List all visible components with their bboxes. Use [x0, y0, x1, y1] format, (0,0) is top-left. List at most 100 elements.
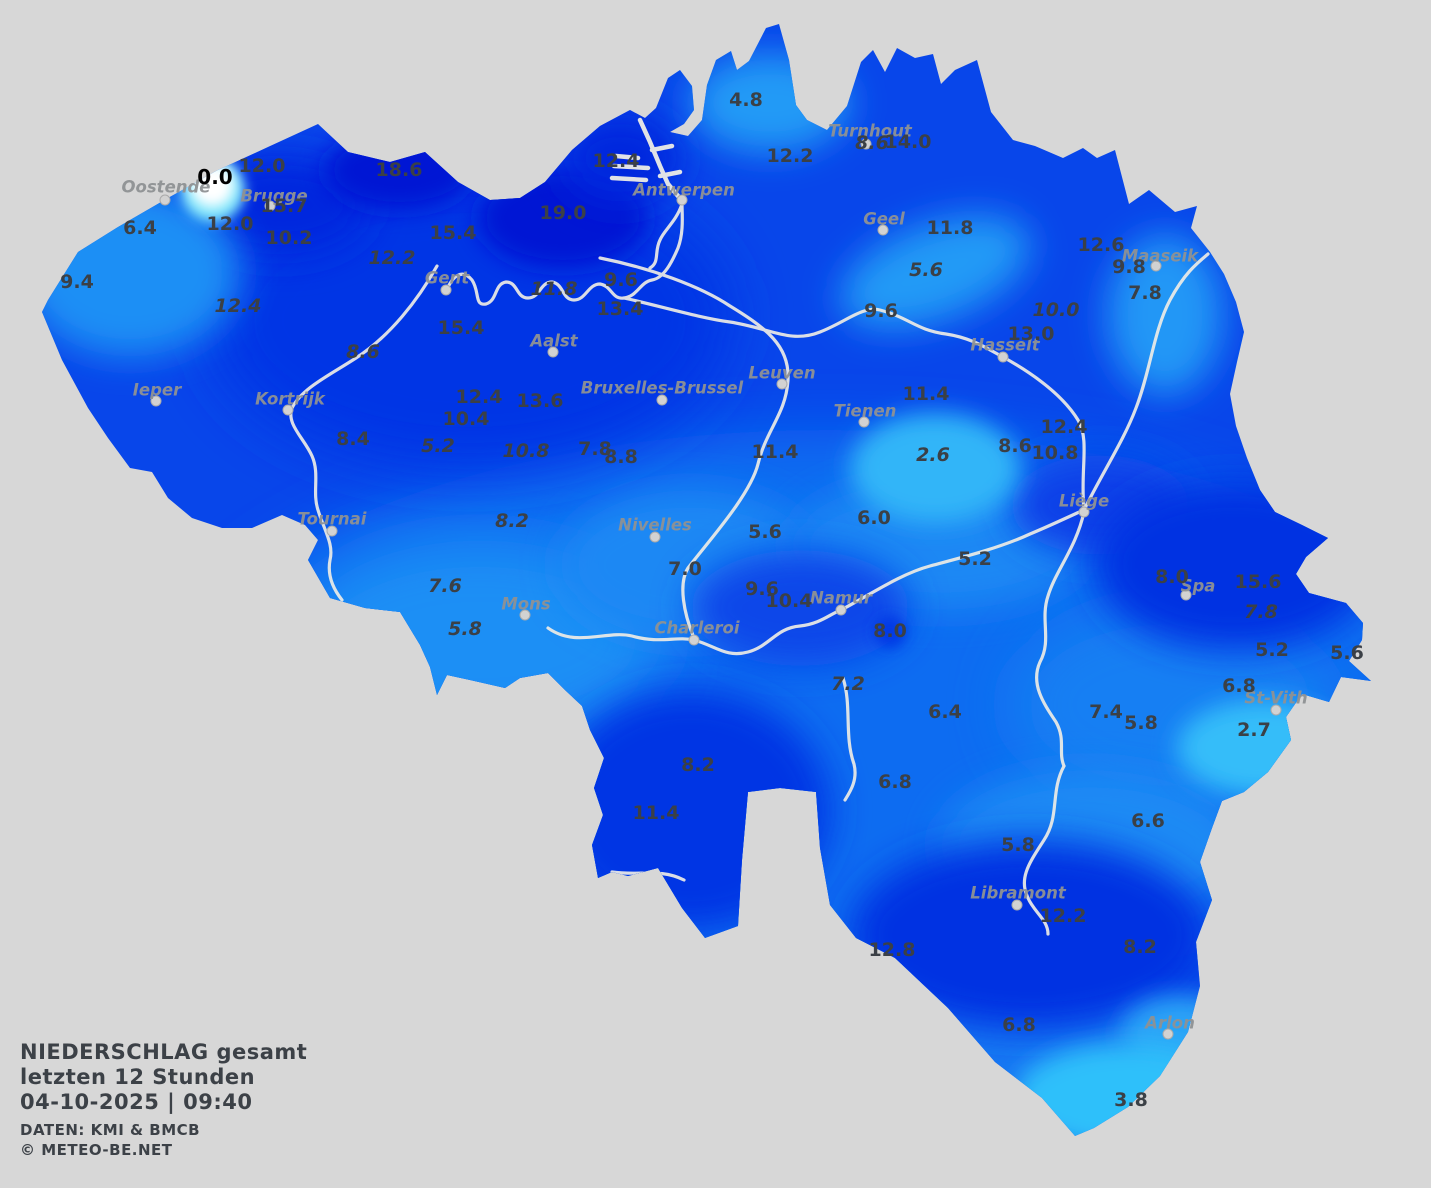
precip-value-label: 7.8	[578, 438, 612, 460]
city-dot	[676, 194, 688, 206]
city-label: Ieper	[132, 380, 182, 400]
precip-value-label: 6.4	[123, 217, 157, 239]
precip-value-label: 12.6	[1077, 234, 1125, 256]
city-label: Turnhout	[828, 121, 912, 141]
city-label: Kortrijk	[255, 389, 325, 409]
city-label: Charleroi	[654, 618, 740, 638]
precip-value-label: 9.8	[1112, 256, 1146, 278]
city-dot	[776, 378, 788, 390]
city-dot	[519, 609, 531, 621]
precip-value-label: 15.6	[1234, 571, 1282, 593]
precip-value-label: 11.4	[632, 802, 680, 824]
city-dot	[1150, 260, 1162, 272]
precip-value-label: 8.6	[855, 132, 889, 154]
map-title-line1: NIEDERSCHLAG gesamt	[20, 1040, 308, 1064]
precip-value-label: 9.6	[745, 578, 779, 600]
city-label: Nivelles	[618, 515, 692, 535]
precip-value-label: 7.4	[1089, 701, 1123, 723]
map-title-line2: letzten 12 Stunden	[20, 1065, 256, 1089]
copyright: © METEO-BE.NET	[20, 1141, 173, 1159]
city-dot	[860, 138, 872, 150]
city-dot	[326, 525, 338, 537]
precip-value-label: 5.6	[1330, 642, 1364, 664]
precip-value-label: 12.8	[868, 939, 916, 961]
precip-value-label: 18.6	[375, 159, 423, 181]
precip-value-label: 3.8	[1114, 1089, 1148, 1111]
precip-value-label: 12.2	[1039, 905, 1087, 927]
precip-value-label: 2.7	[1237, 719, 1271, 741]
city-label: Bruxelles-Brussel	[580, 378, 744, 398]
precip-value-label: 8.4	[336, 428, 370, 450]
precip-value-label: 19.0	[539, 202, 587, 224]
precip-value-label: 5.6	[909, 259, 943, 281]
precip-value-label: 6.8	[1222, 675, 1256, 697]
city-label: Geel	[863, 209, 905, 229]
precip-value-label: 15.7	[260, 195, 308, 217]
city-dot	[858, 416, 870, 428]
precip-value-label: 12.2	[368, 247, 416, 269]
precip-value-label: 11.4	[751, 441, 799, 463]
city-dot	[150, 395, 162, 407]
city-dot	[1180, 589, 1192, 601]
city-dot	[282, 404, 294, 416]
precip-value-label: 2.6	[916, 444, 950, 466]
precip-value-label: 9.4	[60, 271, 94, 293]
precip-value-label: 10.8	[1031, 442, 1079, 464]
city-label: Tienen	[833, 401, 897, 421]
precip-value-label: 9.6	[604, 269, 638, 291]
city-label: Libramont	[970, 883, 1066, 903]
map-datetime: 04-10-2025 | 09:40	[20, 1090, 253, 1114]
precip-value-label: 12.4	[1040, 416, 1088, 438]
precip-value-label: 9.6	[864, 300, 898, 322]
precip-value-label: 7.8	[1244, 601, 1278, 623]
precip-value-label: 4.8	[729, 89, 763, 111]
antwerp-port-channels	[609, 117, 683, 199]
city-label: Arlon	[1145, 1013, 1195, 1033]
city-dot	[997, 351, 1009, 363]
precip-value-label: 6.6	[1131, 810, 1165, 832]
city-dot	[1270, 704, 1282, 716]
city-dot	[264, 200, 276, 212]
precip-value-label: 0.0	[197, 165, 233, 189]
city-label: Mons	[501, 594, 551, 614]
city-dot	[688, 634, 700, 646]
city-label: Tournai	[297, 509, 367, 529]
precip-value-label: 10.0	[1032, 299, 1080, 321]
precip-value-label: 12.0	[238, 155, 286, 177]
city-dot	[649, 531, 661, 543]
city-label: Gent	[424, 268, 470, 288]
precip-value-label: 5.2	[1255, 639, 1289, 661]
precip-value-label: 11.8	[530, 278, 578, 300]
precip-value-label: 6.0	[857, 507, 891, 529]
precip-value-label: 8.6	[998, 435, 1032, 457]
precip-value-label: 8.6	[346, 341, 380, 363]
precip-value-label: 8.2	[681, 754, 715, 776]
city-label: Leuven	[748, 363, 816, 383]
precip-value-label: 10.4	[442, 408, 490, 430]
precip-value-label: 10.8	[502, 440, 550, 462]
precip-value-label: 8.2	[495, 510, 529, 532]
precip-value-label: 5.2	[421, 435, 455, 457]
precip-value-label: 11.8	[926, 217, 974, 239]
precip-value-label: 15.4	[437, 317, 485, 339]
precip-value-label: 5.8	[448, 618, 482, 640]
precip-value-label: 7.2	[831, 673, 865, 695]
city-dot	[440, 284, 452, 296]
city-dot	[656, 394, 668, 406]
precip-value-label: 7.0	[668, 558, 702, 580]
precip-value-label: 15.4	[429, 222, 477, 244]
precip-value-label: 7.8	[1128, 282, 1162, 304]
precip-value-label: 11.4	[902, 383, 950, 405]
precip-value-label: 8.8	[604, 446, 638, 468]
city-label: Maaseik	[1121, 246, 1199, 266]
map-caption: NIEDERSCHLAG gesamt letzten 12 Stunden 0…	[20, 1040, 307, 1160]
city-label: Spa	[1180, 576, 1216, 596]
precip-value-label: 13.4	[596, 298, 644, 320]
city-dot	[1078, 506, 1090, 518]
precip-value-label: 5.2	[958, 548, 992, 570]
city-label: Brugge	[240, 186, 308, 206]
city-label: Antwerpen	[633, 180, 735, 200]
city-dot	[1011, 899, 1023, 911]
